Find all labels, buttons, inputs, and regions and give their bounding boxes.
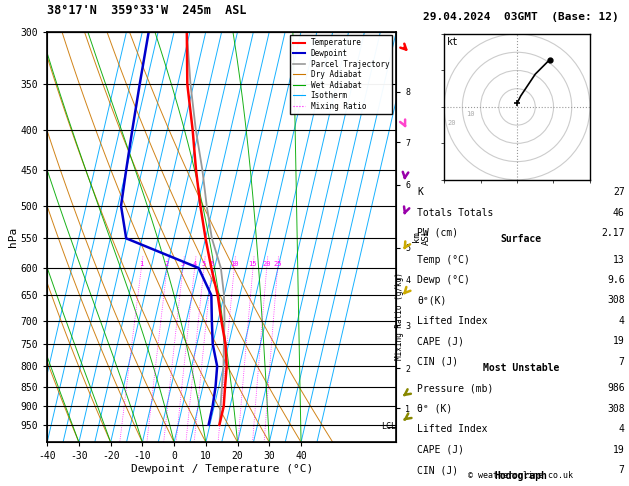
Text: 10: 10: [466, 111, 474, 117]
Text: 4: 4: [619, 316, 625, 326]
Text: 27: 27: [613, 187, 625, 197]
Text: Pressure (mb): Pressure (mb): [417, 383, 493, 394]
Text: Dewp (°C): Dewp (°C): [417, 275, 470, 285]
Text: θᵉ (K): θᵉ (K): [417, 404, 452, 414]
Text: Surface: Surface: [500, 234, 542, 244]
Text: 29.04.2024  03GMT  (Base: 12): 29.04.2024 03GMT (Base: 12): [423, 12, 618, 22]
Text: 46: 46: [613, 208, 625, 218]
Text: 6: 6: [209, 261, 214, 267]
Text: 15: 15: [248, 261, 257, 267]
Text: K: K: [417, 187, 423, 197]
Text: 308: 308: [607, 404, 625, 414]
Text: 4: 4: [192, 261, 197, 267]
Text: © weatheronline.co.uk: © weatheronline.co.uk: [469, 471, 573, 480]
Text: 308: 308: [607, 295, 625, 306]
Text: Temp (°C): Temp (°C): [417, 255, 470, 265]
Text: Lifted Index: Lifted Index: [417, 424, 487, 434]
Text: 986: 986: [607, 383, 625, 394]
Text: 19: 19: [613, 445, 625, 455]
Text: CIN (J): CIN (J): [417, 357, 458, 367]
Text: 2: 2: [165, 261, 169, 267]
Text: 5: 5: [202, 261, 206, 267]
Text: CAPE (J): CAPE (J): [417, 445, 464, 455]
Text: Totals Totals: Totals Totals: [417, 208, 493, 218]
Text: LCL: LCL: [381, 422, 396, 431]
Text: 2.17: 2.17: [601, 228, 625, 238]
Text: PW (cm): PW (cm): [417, 228, 458, 238]
Text: 19: 19: [613, 336, 625, 347]
Text: 13: 13: [613, 255, 625, 265]
Text: θᵉ(K): θᵉ(K): [417, 295, 447, 306]
Text: 7: 7: [619, 465, 625, 475]
Legend: Temperature, Dewpoint, Parcel Trajectory, Dry Adiabat, Wet Adiabat, Isotherm, Mi: Temperature, Dewpoint, Parcel Trajectory…: [290, 35, 392, 114]
Text: Hodograph: Hodograph: [494, 471, 547, 482]
Y-axis label: hPa: hPa: [8, 227, 18, 247]
Text: kt: kt: [447, 37, 459, 47]
Text: Mixing Ratio (g/kg): Mixing Ratio (g/kg): [395, 272, 404, 360]
Text: 38°17'N  359°33'W  245m  ASL: 38°17'N 359°33'W 245m ASL: [47, 4, 247, 17]
Text: 3: 3: [181, 261, 185, 267]
Text: 1: 1: [139, 261, 143, 267]
Text: 4: 4: [619, 424, 625, 434]
Text: 7: 7: [619, 357, 625, 367]
Text: 20: 20: [448, 120, 456, 126]
Text: 25: 25: [273, 261, 282, 267]
Text: Lifted Index: Lifted Index: [417, 316, 487, 326]
Y-axis label: km
ASL: km ASL: [412, 229, 431, 245]
Text: 20: 20: [262, 261, 271, 267]
Text: 10: 10: [230, 261, 238, 267]
Text: 9.6: 9.6: [607, 275, 625, 285]
Text: CAPE (J): CAPE (J): [417, 336, 464, 347]
Text: CIN (J): CIN (J): [417, 465, 458, 475]
X-axis label: Dewpoint / Temperature (°C): Dewpoint / Temperature (°C): [131, 464, 313, 474]
Text: Most Unstable: Most Unstable: [482, 363, 559, 373]
